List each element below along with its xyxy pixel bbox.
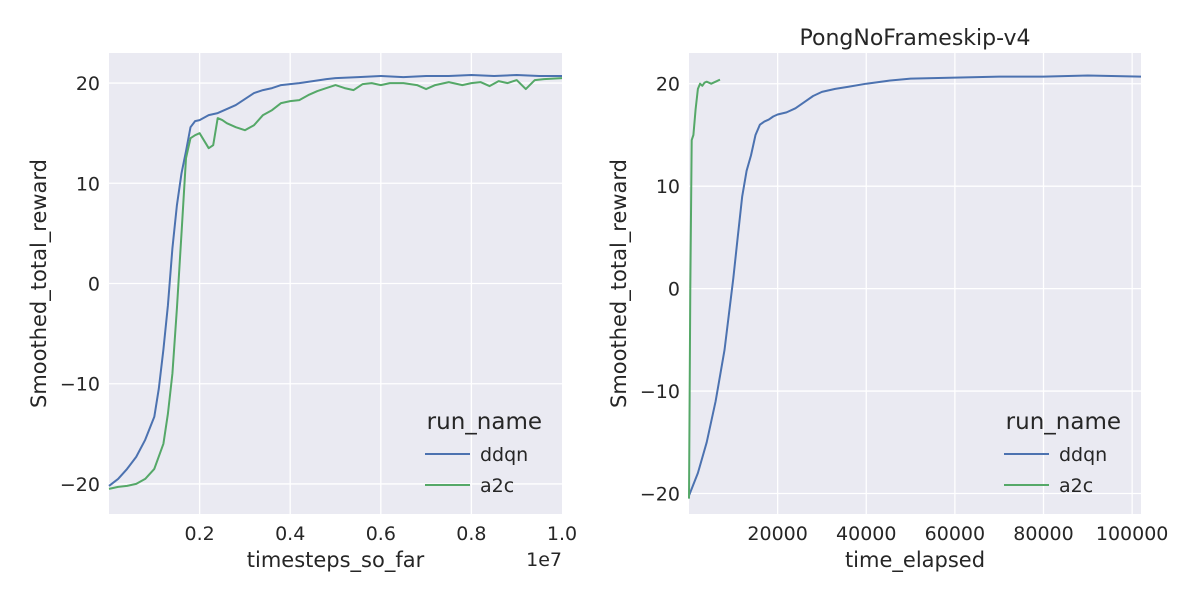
legend-label-ddqn: ddqn <box>480 444 528 466</box>
series-line-ddqn <box>108 74 562 487</box>
plot-background <box>689 53 1141 514</box>
legend-label-a2c: a2c <box>480 475 514 497</box>
legend-label-ddqn: ddqn <box>1059 444 1107 466</box>
series-line-a2c <box>688 78 721 499</box>
series-line-ddqn <box>688 74 1142 496</box>
x-axis-label: time_elapsed <box>845 548 985 573</box>
y-tick-label: 0 <box>88 274 100 296</box>
x-tick-label: 1.0 <box>547 523 577 545</box>
x-offset-label: 1e7 <box>526 549 562 571</box>
y-tick-label: 0 <box>668 279 680 301</box>
x-tick-label: 80000 <box>1013 523 1073 545</box>
right-panel: 20000 40000 60000 80000 100000 20 10 0 −10 −20 tim… <box>607 26 1168 573</box>
panel-title: PongNoFrameskip-v4 <box>800 26 1031 51</box>
y-tick-label: −10 <box>640 381 680 403</box>
y-tick-label: 10 <box>76 173 100 195</box>
x-tick-label: 40000 <box>836 523 896 545</box>
y-tick-label: 20 <box>76 73 100 95</box>
left-panel: 0.2 0.4 0.6 0.8 1.0 20 10 0 −10 −20 1e7 timesteps_s… <box>27 53 577 573</box>
y-axis-label: Smoothed_total_reward <box>607 159 632 408</box>
series-line-a2c <box>108 77 563 490</box>
x-tick-label: 20000 <box>747 523 807 545</box>
y-tick-label: 20 <box>656 74 680 96</box>
x-tick-label: 0.6 <box>366 523 396 545</box>
legend-label-a2c: a2c <box>1059 475 1093 497</box>
y-axis-label: Smoothed_total_reward <box>27 159 52 408</box>
y-tick-label: −10 <box>60 374 100 396</box>
x-axis-label: timesteps_so_far <box>247 548 425 573</box>
y-tick-label: −20 <box>60 474 100 496</box>
x-tick-label: 100000 <box>1096 523 1169 545</box>
x-tick-label: 0.4 <box>275 523 305 545</box>
y-tick-label: −20 <box>640 484 680 506</box>
x-tick-label: 0.8 <box>456 523 486 545</box>
legend-title: run_name <box>1006 409 1121 435</box>
x-tick-label: 0.2 <box>184 523 214 545</box>
x-tick-label: 60000 <box>925 523 985 545</box>
legend-title: run_name <box>427 409 542 435</box>
y-tick-label: 10 <box>656 176 680 198</box>
